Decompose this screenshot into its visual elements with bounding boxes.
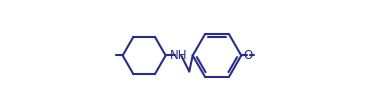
Text: NH: NH xyxy=(169,49,187,62)
Text: O: O xyxy=(244,49,253,62)
